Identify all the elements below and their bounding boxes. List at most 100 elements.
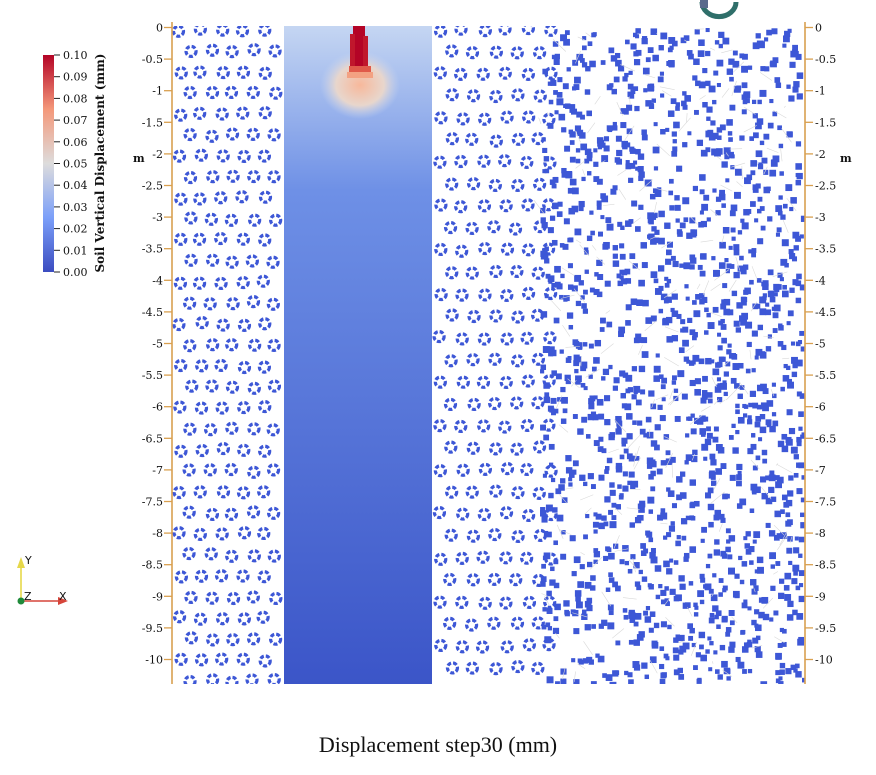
mesh-cell: [670, 521, 675, 526]
mesh-cell: [455, 244, 469, 258]
mesh-edge: [573, 288, 586, 303]
mesh-edge: [744, 107, 756, 115]
mesh-cell: [174, 570, 188, 584]
mesh-cell: [620, 108, 627, 114]
mesh-cell: [756, 208, 762, 214]
mesh-cell: [783, 203, 788, 209]
mesh-cell: [548, 99, 554, 105]
mesh-cell: [267, 379, 282, 393]
mesh-edge: [751, 266, 758, 280]
mesh-cell: [183, 296, 197, 310]
mesh-cell: [649, 611, 656, 617]
mesh-cell: [511, 529, 525, 544]
y-tick-label-right: -7: [815, 464, 826, 477]
mesh-cell: [712, 188, 717, 193]
mesh-cell: [719, 189, 725, 196]
mesh-cell: [465, 221, 479, 236]
mesh-cell: [793, 668, 798, 673]
mesh-cell: [584, 269, 589, 274]
mesh-cell: [628, 611, 636, 619]
mesh-cell: [751, 330, 758, 337]
mesh-cell: [772, 393, 777, 399]
mesh-cell: [796, 613, 804, 620]
mesh-cell: [620, 122, 627, 129]
mesh-cell: [743, 536, 748, 541]
mesh-cell: [727, 151, 734, 159]
mesh-edge: [686, 113, 688, 123]
mesh-edge: [669, 390, 674, 400]
mesh-edge: [723, 361, 730, 367]
mesh-cell: [619, 559, 625, 565]
mesh-cell: [755, 415, 762, 422]
mesh-cell: [741, 629, 746, 635]
mesh-cell: [625, 320, 631, 326]
mesh-edge: [776, 464, 793, 474]
mesh-cell: [257, 149, 272, 163]
mesh-cell: [754, 623, 759, 628]
mesh-cell: [736, 503, 743, 509]
mesh-edge: [587, 122, 596, 134]
mesh-cell: [566, 104, 572, 109]
mesh-edge: [664, 326, 679, 333]
mesh-cell: [580, 365, 587, 372]
mesh-cell: [612, 185, 618, 191]
mesh-cell: [193, 192, 207, 206]
mesh-edge: [667, 396, 679, 405]
mesh-cell: [722, 37, 730, 45]
mesh-cell: [655, 189, 660, 195]
mesh-cell: [698, 81, 706, 89]
mesh-cell: [584, 624, 591, 631]
mesh-cell: [564, 145, 571, 152]
mesh-cell: [586, 110, 592, 117]
mesh-cell: [455, 595, 469, 609]
mesh-cell: [488, 396, 502, 411]
mesh-edge: [731, 616, 738, 624]
mesh-cell: [548, 492, 554, 499]
mesh-cell: [617, 484, 622, 489]
mesh-cell: [593, 161, 599, 167]
mesh-cell: [258, 654, 272, 668]
mesh-cell: [633, 86, 639, 91]
mesh-cell: [748, 546, 755, 553]
mesh-cell: [192, 232, 207, 246]
mesh-cell: [765, 302, 770, 307]
mesh-cell: [619, 243, 625, 249]
mesh-edge: [714, 269, 730, 281]
mesh-cell: [205, 85, 220, 100]
mesh-edge: [750, 301, 758, 312]
mesh-cell: [698, 221, 704, 228]
mesh-cell: [543, 434, 550, 441]
mesh-cell: [615, 59, 622, 67]
mesh-cell: [657, 404, 663, 410]
mesh-cell: [571, 658, 576, 663]
mesh-cell: [657, 514, 663, 521]
mesh-edge: [547, 112, 550, 117]
mesh-cell: [246, 294, 261, 309]
mesh-edge: [565, 487, 574, 490]
mesh-cell: [627, 568, 633, 574]
y-tick-label-left: -9.5: [142, 622, 163, 635]
mesh-cell: [795, 297, 802, 304]
mesh-cell: [681, 535, 687, 541]
mesh-cell: [751, 368, 756, 373]
mesh-cell: [601, 619, 608, 626]
mesh-cell: [511, 354, 525, 368]
mesh-cell: [591, 366, 597, 372]
mesh-cell: [580, 382, 586, 388]
mesh-cell: [718, 320, 724, 326]
mesh-cell: [489, 484, 503, 498]
mesh-cell: [587, 473, 594, 480]
mesh-edge: [551, 300, 562, 312]
mesh-cell: [635, 28, 641, 34]
mesh-cell: [731, 423, 736, 429]
mesh-cell: [646, 431, 654, 439]
mesh-cell: [237, 360, 252, 375]
mesh-cell: [629, 162, 636, 169]
y-tick-label-left: -5: [152, 338, 163, 351]
mesh-cell: [598, 623, 604, 629]
mesh-cell: [546, 531, 552, 538]
mesh-cell: [205, 129, 219, 143]
mesh-cell: [596, 178, 603, 185]
mesh-cell: [184, 590, 198, 604]
mesh-cell: [560, 273, 565, 279]
